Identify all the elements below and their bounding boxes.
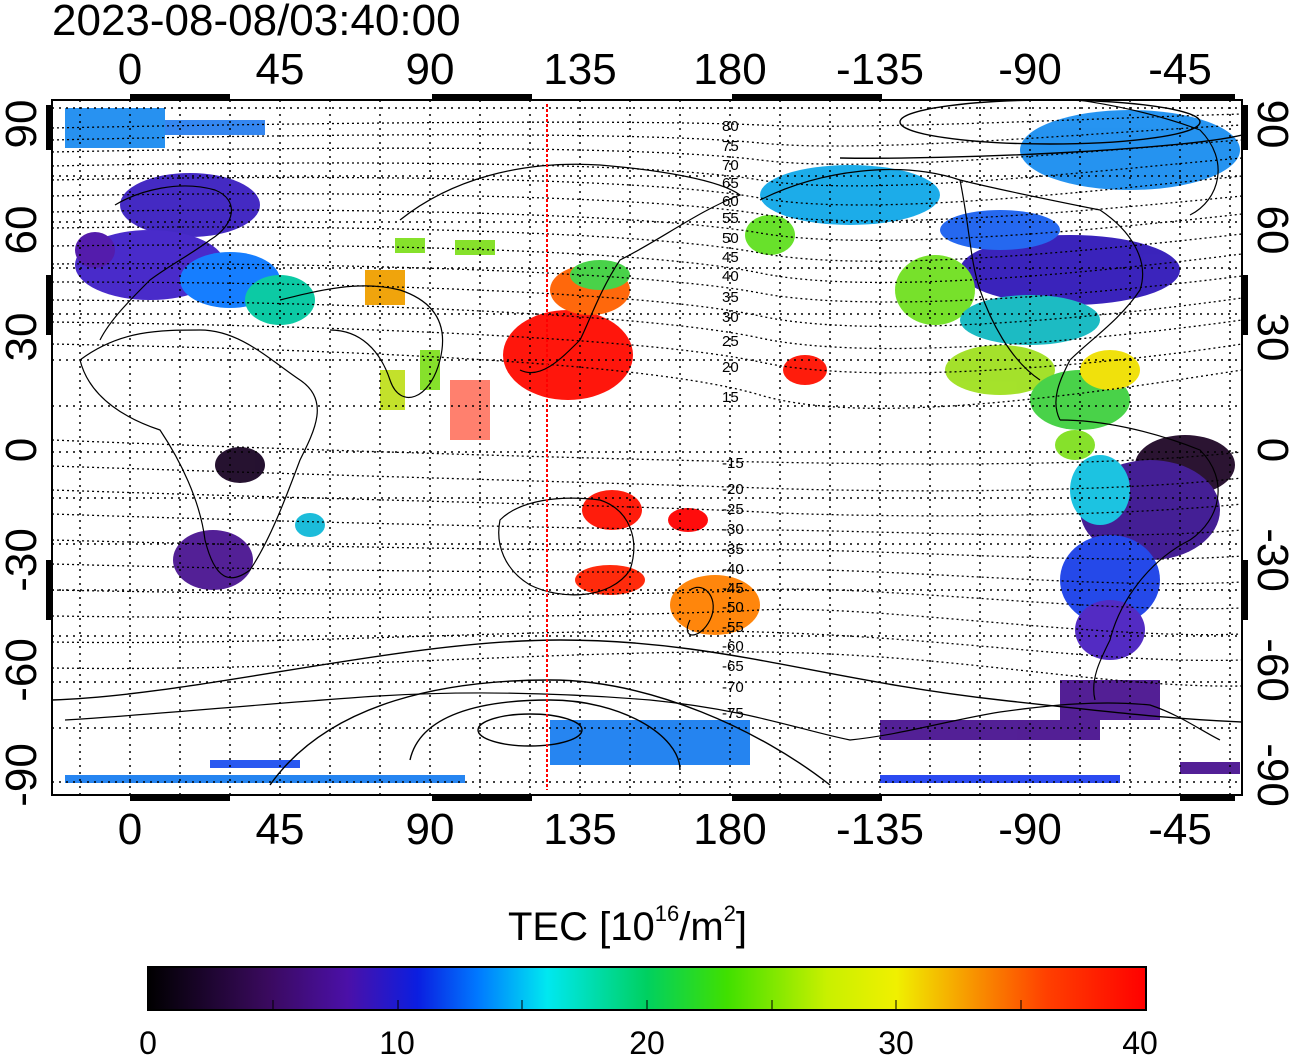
colorbar-title-exp1: 16	[654, 901, 680, 926]
mlat-label: 55	[722, 210, 739, 227]
mlat-label: 80	[722, 118, 739, 135]
mlat-label: 75	[722, 138, 739, 155]
mlat-label: 40	[722, 268, 739, 285]
right-lat-label: 30	[1248, 313, 1294, 362]
mlat-label: -30	[722, 521, 744, 538]
left-lat-label: 30	[0, 313, 46, 362]
colorbar-tick-label: 30	[878, 1025, 914, 1057]
right-lat-label: 90	[1248, 100, 1294, 149]
left-latitude-labels: 90 60 30 0 -30 -60 -90	[0, 100, 46, 807]
mlat-label: 30	[722, 309, 739, 326]
mlat-label: -60	[722, 638, 744, 655]
bottom-lon-label: -45	[1148, 805, 1212, 854]
colorbar-tick-label: 10	[379, 1025, 415, 1057]
mlat-label: -25	[722, 501, 744, 518]
mlat-label: 35	[722, 289, 739, 306]
top-lon-label: 135	[543, 45, 616, 94]
magnetic-pole-contours	[52, 100, 1242, 786]
colorbar-labels: 0 10 20 30 40	[139, 1025, 1158, 1057]
top-lon-label: 0	[118, 45, 142, 94]
colorbar-tick-label: 20	[629, 1025, 665, 1057]
mlat-label: 50	[722, 230, 739, 247]
mlat-label: -35	[722, 541, 744, 558]
top-longitude-labels: 0 45 90 135 180 -135 -90 -45	[118, 45, 1212, 94]
magnetic-latitude-contours	[52, 113, 1242, 687]
mlat-label: -45	[722, 580, 744, 597]
mlat-label: 20	[722, 359, 739, 376]
colorbar-title-exp2: 2	[723, 901, 736, 926]
mlat-label: 45	[722, 249, 739, 266]
top-lon-label: -135	[836, 45, 924, 94]
bottom-lon-label: 180	[693, 805, 766, 854]
colorbar-title-suffix: ]	[735, 905, 748, 949]
bottom-lon-label: 45	[256, 805, 305, 854]
top-lon-label: 180	[693, 45, 766, 94]
mlat-label: 15	[722, 389, 739, 406]
coastlines	[64, 100, 1221, 741]
right-lat-label: -60	[1248, 638, 1294, 702]
right-lat-label: 0	[1248, 438, 1294, 462]
top-lon-label: 90	[406, 45, 455, 94]
top-lon-label: -45	[1148, 45, 1212, 94]
mlat-label: -65	[722, 658, 744, 675]
left-lat-label: -30	[0, 528, 46, 592]
grid-lines	[52, 100, 1242, 795]
right-lat-label: 60	[1248, 206, 1294, 255]
right-lat-label: -90	[1248, 743, 1294, 807]
mlat-label: -40	[722, 561, 744, 578]
mlat-label: -70	[722, 679, 744, 696]
bottom-lon-label: -135	[836, 805, 924, 854]
right-lat-label: -30	[1248, 528, 1294, 592]
mlat-label: -50	[722, 599, 744, 616]
bottom-lon-label: -90	[998, 805, 1062, 854]
colorbar-title: TEC [1016/m2]	[508, 901, 748, 950]
bottom-lon-label: 135	[543, 805, 616, 854]
left-lat-label: 0	[0, 438, 46, 462]
mlat-label: 70	[722, 157, 739, 174]
mlat-label: 65	[722, 175, 739, 192]
mlat-label: -20	[722, 481, 744, 498]
left-lat-label: -60	[0, 638, 46, 702]
mlat-label: -55	[722, 619, 744, 636]
axis-bars	[46, 94, 1248, 801]
colorbar-ticks	[272, 1000, 1022, 1010]
bottom-lon-label: 0	[118, 805, 142, 854]
magnetic-latitude-labels: 80 75 70 65 60 55 50 45 40 35 30 25 20 1…	[722, 118, 744, 722]
left-lat-label: -90	[0, 743, 46, 807]
colorbar-title-mid: /m	[679, 905, 724, 949]
timestamp: 2023-08-08/03:40:00	[52, 0, 461, 45]
top-lon-label: 45	[256, 45, 305, 94]
colorbar-tick-label: 40	[1122, 1025, 1158, 1057]
mlat-label: -15	[722, 455, 744, 472]
top-lon-label: -90	[998, 45, 1062, 94]
left-lat-label: 60	[0, 206, 46, 255]
colorbar-title-prefix: TEC [10	[508, 905, 655, 949]
mlat-label: 25	[722, 333, 739, 350]
mlat-label: -75	[722, 705, 744, 722]
mlat-label: 60	[722, 193, 739, 210]
colorbar-tick-label: 0	[139, 1025, 157, 1057]
bottom-longitude-labels: 0 45 90 135 180 -135 -90 -45	[118, 805, 1212, 854]
bottom-lon-label: 90	[406, 805, 455, 854]
right-latitude-labels: 90 60 30 0 -30 -60 -90	[1248, 100, 1294, 807]
left-lat-label: 90	[0, 100, 46, 149]
